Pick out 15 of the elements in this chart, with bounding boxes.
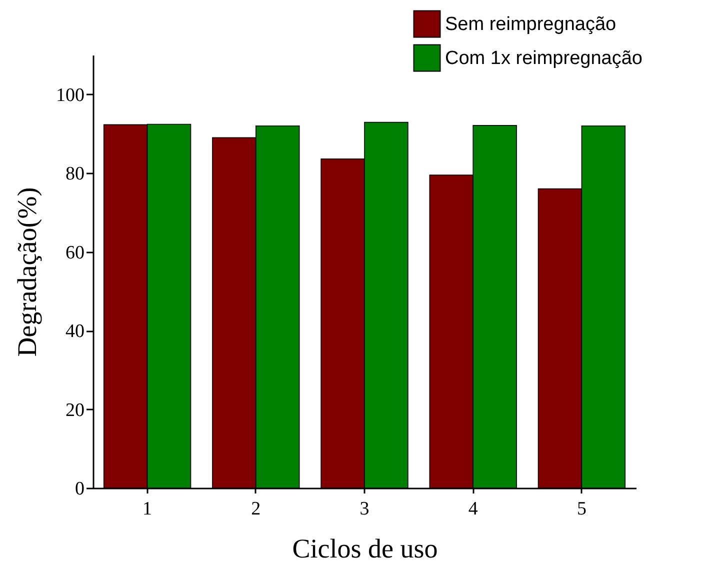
y-tick-label: 0 <box>75 478 84 500</box>
x-tick-label: 1 <box>142 498 152 520</box>
y-tick-label: 100 <box>56 84 84 106</box>
y-tick-label: 40 <box>66 321 84 342</box>
legend-label: Com 1x reimpregnação <box>445 48 642 69</box>
legend-label: Sem reimpregnação <box>445 14 616 35</box>
x-tick-label: 5 <box>576 498 586 520</box>
x-tick-label: 3 <box>360 498 370 520</box>
y-tick-label: 20 <box>66 400 84 421</box>
x-axis-title: Ciclos de uso <box>292 534 438 564</box>
y-axis-title: Degradação(%) <box>12 187 42 357</box>
x-tick-label: 4 <box>468 498 478 520</box>
y-tick-label: 60 <box>66 242 84 264</box>
x-tick-label: 2 <box>251 498 261 520</box>
y-tick-label: 80 <box>66 164 84 185</box>
